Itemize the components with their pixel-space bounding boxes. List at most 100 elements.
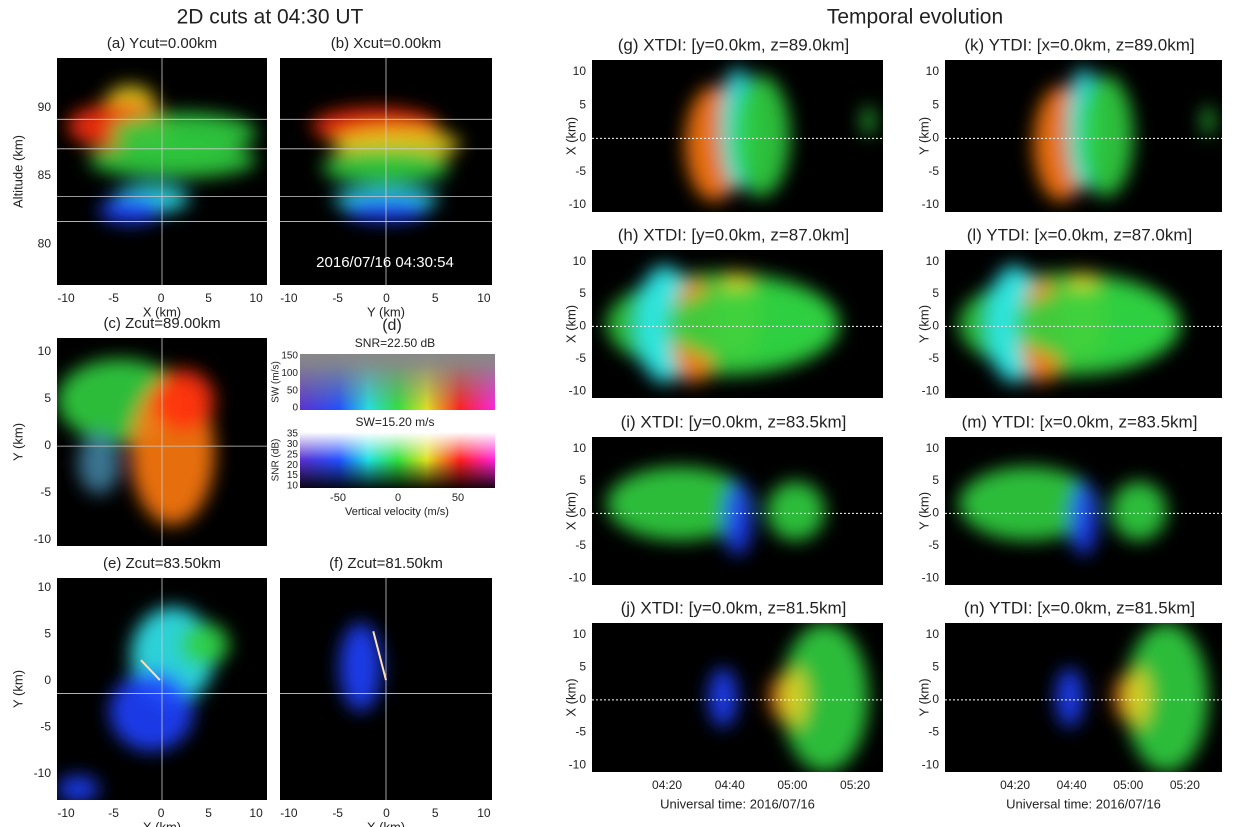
- echo: [57, 775, 99, 800]
- echo: [151, 369, 215, 432]
- y-tick-label: 10: [38, 580, 52, 594]
- x-tick-label: 05:00: [777, 778, 807, 792]
- blobs: [606, 264, 840, 384]
- image: [945, 623, 1222, 772]
- panel-title: (l) YTDI: [x=0.0km, z=87.0km]: [967, 225, 1192, 244]
- y-tick-label: 5: [932, 473, 939, 487]
- x-tick-label: 04:40: [1057, 778, 1087, 792]
- x-tick-label: -5: [108, 291, 119, 305]
- heading: Temporal evolution: [827, 6, 1003, 29]
- echo: [1127, 667, 1150, 728]
- colorbar-shade: [300, 432, 495, 488]
- blobs: [339, 622, 382, 712]
- x-axis-label: X (km): [367, 819, 405, 827]
- image: [592, 623, 883, 772]
- x-axis-label: Universal time: 2016/07/16: [660, 796, 815, 811]
- colorbar-tick-label: 20: [287, 460, 299, 471]
- echo: [958, 466, 1098, 541]
- y-tick-label: 0: [44, 673, 51, 687]
- echo: [1055, 667, 1084, 728]
- echo: [1077, 75, 1134, 197]
- image: [592, 67, 883, 202]
- colorbar-tick-label: 35: [287, 429, 299, 440]
- x-tick-label: 5: [205, 291, 212, 305]
- x-axis-label: X (km): [143, 304, 181, 319]
- colorbar-tick-label: 0: [395, 492, 401, 504]
- y-tick-label: -5: [575, 351, 586, 365]
- wind-arrow: [372, 631, 387, 681]
- panel-title: (n) YTDI: [x=0.0km, z=81.5km]: [964, 598, 1195, 617]
- y-tick-label: -10: [922, 757, 940, 771]
- x-tick-label: 0: [158, 291, 165, 305]
- y-tick-label: 5: [44, 627, 51, 641]
- timestamp: 2016/07/16 04:30:54: [316, 254, 454, 271]
- y-tick-label: 10: [573, 441, 587, 455]
- y-tick-label: -5: [40, 720, 51, 734]
- y-tick-label: 10: [573, 627, 587, 641]
- image: [945, 264, 1222, 384]
- image: [280, 578, 492, 800]
- colorbar-title: SNR=22.50 dB: [355, 336, 435, 350]
- y-tick-label: -10: [922, 383, 940, 397]
- y-axis-label: Y (km): [916, 305, 931, 343]
- wind-arrow: [140, 659, 161, 681]
- y-axis-label: Y (km): [10, 423, 25, 461]
- blobs: [1055, 623, 1209, 772]
- x-tick-label: 05:20: [840, 778, 870, 792]
- y-tick-label: -10: [34, 532, 52, 546]
- y-tick-label: 5: [932, 97, 939, 111]
- echo: [731, 75, 790, 197]
- colorbar-tick-label: 150: [281, 351, 298, 362]
- y-tick-label: 5: [579, 97, 586, 111]
- echo: [88, 141, 257, 179]
- colorbar-tick-label: 10: [287, 481, 299, 492]
- colorbar-tick-label: 50: [287, 385, 299, 396]
- y-tick-label: -5: [575, 725, 586, 739]
- y-tick-label: 0: [932, 319, 939, 333]
- panel-title: (h) XTDI: [y=0.0km, z=87.0km]: [618, 225, 849, 244]
- x-tick-label: 5: [205, 806, 212, 820]
- y-axis-label: Y (km): [916, 117, 931, 155]
- y-tick-label: -5: [928, 164, 939, 178]
- x-tick-label: 10: [249, 806, 263, 820]
- y-tick-label: 0: [932, 506, 939, 520]
- y-axis-label: Y (km): [916, 492, 931, 530]
- y-axis-label: Y (km): [916, 678, 931, 716]
- panel-title: (c) Zcut=89.00km: [103, 315, 220, 332]
- y-axis-label: X (km): [563, 305, 578, 343]
- x-tick-label: 10: [477, 291, 491, 305]
- x-tick-label: 0: [383, 291, 390, 305]
- x-tick-label: 5: [432, 291, 439, 305]
- x-tick-label: -5: [108, 806, 119, 820]
- colorbar-tick-label: 50: [452, 492, 464, 504]
- y-tick-label: 10: [38, 344, 52, 358]
- x-tick-label: -10: [57, 291, 75, 305]
- echo: [784, 667, 808, 728]
- y-tick-label: 90: [38, 100, 52, 114]
- y-tick-label: 10: [573, 254, 587, 268]
- y-tick-label: 5: [932, 286, 939, 300]
- y-axis-label: Y (km): [10, 670, 25, 708]
- y-tick-label: 5: [932, 660, 939, 674]
- echo: [339, 622, 382, 712]
- y-tick-label: 5: [579, 473, 586, 487]
- echo: [862, 105, 875, 136]
- image: [280, 58, 492, 285]
- y-tick-label: -5: [575, 164, 586, 178]
- y-tick-label: -10: [34, 766, 52, 780]
- x-tick-label: 0: [158, 806, 165, 820]
- y-axis-label: X (km): [563, 678, 578, 716]
- blobs: [57, 358, 215, 526]
- x-tick-label: 5: [432, 806, 439, 820]
- colorbar-tick-label: 100: [281, 368, 298, 379]
- image: [592, 264, 883, 384]
- colorbar-ylabel: SW (m/s): [271, 361, 282, 403]
- colorbar-title: SW=15.20 m/s: [355, 415, 434, 429]
- x-tick-label: 04:20: [1000, 778, 1030, 792]
- x-tick-label: 10: [249, 291, 263, 305]
- y-tick-label: 85: [38, 168, 52, 182]
- panel-title: (a) Ycut=0.00km: [107, 35, 217, 52]
- y-tick-label: -5: [928, 538, 939, 552]
- y-tick-label: 10: [573, 64, 587, 78]
